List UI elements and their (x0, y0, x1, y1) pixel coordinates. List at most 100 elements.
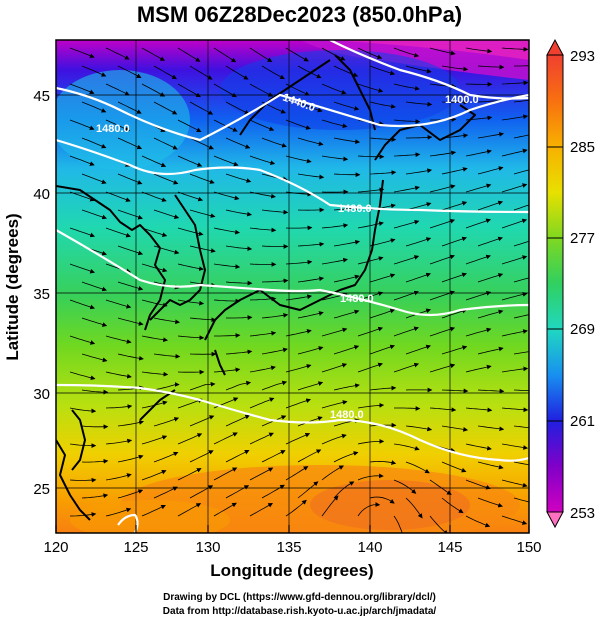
wind-streamline (285, 433, 311, 445)
wind-streamline (285, 398, 311, 409)
wind-streamline (189, 317, 217, 323)
wind-streamline (153, 209, 180, 219)
wind-streamline (225, 485, 250, 499)
wind-streamline (117, 173, 143, 185)
wind-streamline (69, 119, 95, 130)
credit-data-source: Data from http://database.rish.kyoto-u.a… (162, 606, 437, 617)
wind-streamline (333, 65, 359, 77)
wind-streamline (141, 191, 167, 202)
wind-streamline (321, 257, 348, 265)
wind-streamline (465, 47, 493, 54)
wind-streamline (177, 299, 205, 306)
wind-streamline (357, 502, 381, 517)
wind-streamline (357, 187, 385, 193)
wind-streamline (465, 515, 491, 528)
wind-streamline (369, 385, 397, 391)
wind-streamline (105, 371, 132, 379)
contour-1480-b (56, 229, 529, 317)
wind-streamline (249, 503, 273, 517)
wind-streamline (501, 515, 528, 525)
wind-streamline (465, 291, 492, 301)
wind-streamline (249, 467, 274, 481)
wind-streamline (81, 209, 107, 220)
y-axis-label: Latitude (degrees) (3, 213, 22, 360)
wind-streamline (105, 119, 131, 132)
wind-streamline (141, 470, 167, 481)
wind-streamline (477, 166, 504, 175)
coastline-korea (149, 194, 206, 321)
wind-streamline (117, 454, 144, 463)
wind-streamline (249, 262, 277, 267)
wind-streamline (405, 344, 431, 355)
colorbar-upper-cap (546, 38, 564, 56)
wind-streamline (153, 245, 180, 255)
wind-streamline (177, 227, 204, 236)
wind-streamline (285, 119, 311, 130)
wind-streamline (225, 280, 253, 286)
wind-streamline (369, 308, 396, 319)
wind-streamline (177, 503, 202, 517)
wind-streamline (177, 468, 202, 481)
wind-streamline (477, 236, 503, 247)
wind-streamline (501, 148, 528, 157)
wind-streamline (153, 382, 180, 391)
wind-streamline (333, 172, 361, 178)
wind-streamline (213, 227, 240, 235)
credit-text: Drawing by DCL (https://www.gfd-dennou.o… (0, 591, 599, 619)
contour-1400 (329, 40, 529, 100)
wind-streamline (177, 335, 205, 341)
contour-1480-d (117, 513, 139, 533)
wind-streamline (357, 439, 385, 445)
wind-streamline (501, 443, 529, 450)
wind-streamline (333, 383, 360, 391)
wind-streamline (357, 402, 385, 409)
wind-streamline (321, 223, 349, 229)
wind-streamline (513, 389, 529, 391)
wind-streamline (285, 191, 313, 197)
wind-streamline (249, 155, 276, 166)
wind-streamline (297, 137, 324, 146)
wind-streamline (441, 461, 467, 473)
wind-streamline (393, 152, 421, 158)
wind-streamline (213, 83, 237, 98)
wind-streamline (369, 460, 397, 465)
wind-streamline (429, 47, 456, 56)
wind-streamline (285, 364, 312, 373)
wind-streamline (465, 327, 492, 337)
wind-streamline (153, 65, 177, 80)
wind-streamline (405, 168, 433, 175)
x-tick-label: 150 (516, 539, 541, 556)
wind-streamline (429, 479, 452, 495)
wind-streamline (477, 273, 504, 283)
wind-streamline (369, 273, 396, 283)
wind-streamline (465, 364, 492, 373)
wind-streamline (465, 183, 492, 193)
wind-streamline (249, 432, 274, 445)
x-axis (55, 525, 530, 533)
wind-streamline (514, 65, 529, 67)
wind-streamline (189, 245, 216, 253)
wind-streamline (501, 479, 528, 488)
wind-streamline (297, 381, 324, 391)
wind-streamline (213, 155, 239, 167)
wind-streamline (406, 134, 433, 140)
wind-streamline (429, 407, 457, 413)
wind-streamline (141, 155, 167, 167)
wind-streamline (501, 366, 529, 373)
wind-streamline (501, 407, 529, 413)
wind-streamline (153, 486, 178, 499)
contour-label-1400: 1400.0 (445, 94, 479, 106)
wind-streamline (501, 329, 528, 337)
wind-streamline (69, 299, 95, 310)
wind-streamline (441, 272, 467, 283)
wind-streamline (513, 240, 529, 247)
wind-streamline (393, 119, 421, 124)
wind-streamline (213, 47, 237, 63)
wind-streamline (225, 349, 253, 355)
colorbar-tick-label: 253 (570, 505, 595, 522)
wind-streamline (81, 137, 107, 149)
y-tick-label: 40 (33, 186, 50, 203)
wind-streamline (225, 65, 249, 80)
wind-streamline (513, 425, 529, 429)
wind-streamline (81, 101, 107, 113)
